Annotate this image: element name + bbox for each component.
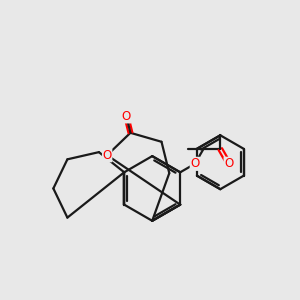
Text: O: O [122,110,131,123]
Text: O: O [103,149,112,162]
Text: O: O [224,157,233,170]
Text: O: O [190,157,200,170]
